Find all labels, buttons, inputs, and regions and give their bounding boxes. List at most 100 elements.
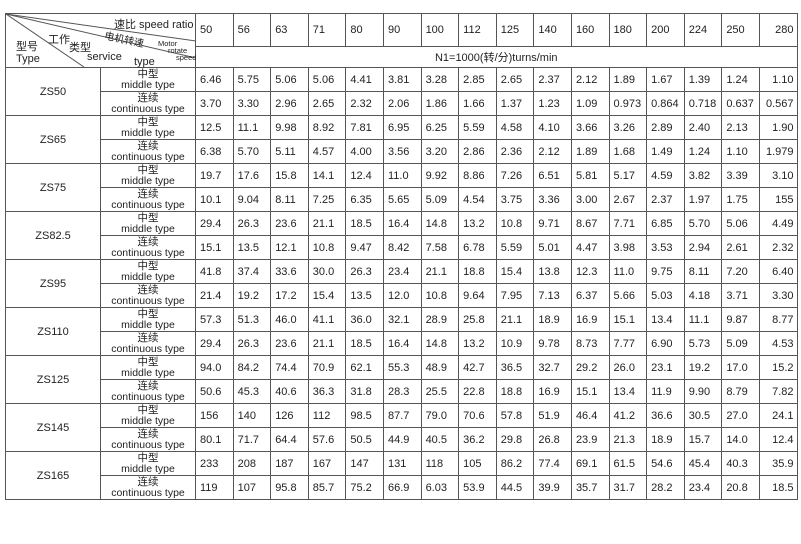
power-value-cell: 17.2 [270, 283, 309, 308]
service-en-label: service [87, 51, 122, 63]
service-type-en: middle type [121, 78, 175, 91]
power-value-cell: 23.6 [270, 331, 309, 356]
power-value-cell: 26.3 [232, 211, 272, 236]
power-value-cell: 6.90 [646, 331, 685, 356]
power-value-cell: 22.8 [458, 379, 497, 404]
power-value-cell: 8.86 [458, 163, 497, 188]
power-value-cell: 13.4 [608, 379, 648, 404]
power-value-cell: 14.8 [420, 211, 460, 236]
power-value-cell: 2.40 [683, 115, 723, 140]
power-value-cell: 71.7 [232, 427, 272, 452]
power-value-cell: 15.8 [270, 163, 309, 188]
speed-ratio-label: 速比 speed ratio [114, 19, 194, 31]
power-value-cell: 53.9 [458, 475, 497, 500]
power-value-cell: 46.4 [570, 403, 610, 428]
power-value-cell: 55.3 [382, 355, 422, 380]
power-value-cell: 2.12 [533, 139, 572, 164]
power-value-cell: 29.8 [495, 427, 535, 452]
ratio-header-63: 63 [270, 13, 309, 47]
power-value-cell: 57.8 [495, 403, 535, 428]
power-value-cell: 6.37 [570, 283, 610, 308]
table-row: ZS165 中型 middle type 233 208 187 167 147 131 118 1… [5, 451, 798, 500]
power-value-cell: 7.71 [608, 211, 648, 236]
power-value-cell: 61.5 [608, 451, 648, 476]
power-value-cell: 18.9 [646, 427, 685, 452]
speed-ratio-header-row: 速比 speed ratio 电机转速 Motor rotate speed 工… [5, 13, 798, 68]
power-value-cell: 36.0 [345, 307, 384, 332]
ratio-header-280: 280 [758, 13, 798, 47]
power-value-cell: 4.18 [683, 283, 723, 308]
power-value-cell: 8.92 [307, 115, 347, 140]
power-value-cell: 5.09 [721, 331, 760, 356]
power-value-cell: 1.37 [495, 91, 535, 116]
ratio-header-125: 125 [495, 13, 535, 47]
service-type-continuous: 连续 continuous type [100, 187, 196, 212]
power-value-cell: 23.4 [683, 475, 723, 500]
power-value-cell: 26.3 [345, 259, 384, 284]
table-row: ZS75 中型 middle type 19.7 17.6 15.8 14.1 12.4 11.… [5, 163, 798, 212]
power-value-cell: 9.78 [533, 331, 572, 356]
table-row: 连续 continuous type 80.1 71.7 64.4 57.6 50.5 44.… [6, 427, 798, 452]
power-value-cell: 4.54 [458, 187, 497, 212]
power-value-cell: 1.49 [646, 139, 685, 164]
power-rating-table: 速比 speed ratio 电机转速 Motor rotate speed 工… [5, 13, 798, 500]
service-type-en: middle type [121, 126, 175, 139]
service-type-middle: 中型 middle type [100, 355, 196, 380]
model-name: ZS50 [5, 67, 101, 116]
power-value-cell: 15.1 [608, 307, 648, 332]
power-value-cell: 107 [232, 475, 272, 500]
power-value-cell: 126 [270, 403, 309, 428]
motor-label: Motor [158, 39, 178, 48]
power-value-cell: 5.75 [232, 67, 272, 92]
power-value-cell: 9.92 [420, 163, 460, 188]
table-row: ZS145 中型 middle type 156 140 126 112 98.5 87.7 79… [5, 403, 798, 452]
power-value-cell: 1.10 [758, 67, 798, 92]
table-row: 连续 continuous type 21.4 19.2 17.2 15.4 13.5 12.… [6, 283, 798, 308]
power-value-cell: 3.82 [683, 163, 723, 188]
power-value-cell: 3.30 [232, 91, 272, 116]
power-value-cell: 69.1 [570, 451, 610, 476]
power-value-cell: 5.03 [646, 283, 685, 308]
power-value-cell: 36.3 [307, 379, 347, 404]
power-value-cell: 131 [382, 451, 422, 476]
work-label: 工作 [48, 34, 70, 46]
table-row: 连续 continuous type 15.1 13.5 12.1 10.8 9.47 8.4… [6, 235, 798, 260]
power-value-cell: 13.5 [232, 235, 272, 260]
power-value-cell: 36.5 [495, 355, 535, 380]
power-value-cell: 98.5 [345, 403, 384, 428]
service-type-cn: 中型 [137, 163, 159, 176]
power-value-cell: 13.2 [458, 211, 497, 236]
power-value-cell: 0.718 [683, 91, 723, 116]
power-value-cell: 4.47 [570, 235, 610, 260]
power-value-cell: 35.7 [570, 475, 610, 500]
service-type-cn: 连续 [137, 91, 159, 104]
power-value-cell: 3.10 [758, 163, 798, 188]
power-value-cell: 21.3 [608, 427, 648, 452]
power-value-cell: 21.1 [307, 331, 347, 356]
model-name: ZS110 [5, 307, 101, 356]
service-type-continuous: 连续 continuous type [100, 91, 196, 116]
power-value-cell: 21.1 [420, 259, 460, 284]
power-value-cell: 24.1 [758, 403, 798, 428]
power-value-cell: 4.41 [345, 67, 384, 92]
power-value-cell: 11.0 [382, 163, 422, 188]
power-value-cell: 7.26 [495, 163, 535, 188]
table-row: 连续 continuous type 50.6 45.3 40.6 36.3 31.8 28.… [6, 379, 798, 404]
type-en-label: Type [16, 53, 40, 65]
power-value-cell: 28.3 [382, 379, 422, 404]
power-value-cell: 5.59 [495, 235, 535, 260]
power-value-cell: 2.94 [683, 235, 723, 260]
power-value-cell: 3.28 [420, 67, 460, 92]
power-value-cell: 18.5 [345, 211, 384, 236]
power-value-cell: 2.67 [608, 187, 648, 212]
power-value-cell: 1.979 [758, 139, 798, 164]
power-value-cell: 167 [307, 451, 347, 476]
service-type-cn: 中型 [137, 451, 159, 464]
service-type-cn: 中型 [137, 403, 159, 416]
power-value-cell: 50.5 [345, 427, 384, 452]
power-value-cell: 30.5 [683, 403, 723, 428]
power-value-cell: 1.86 [420, 91, 460, 116]
power-value-cell: 11.0 [608, 259, 648, 284]
power-value-cell: 8.11 [683, 259, 723, 284]
power-value-cell: 27.0 [721, 403, 760, 428]
